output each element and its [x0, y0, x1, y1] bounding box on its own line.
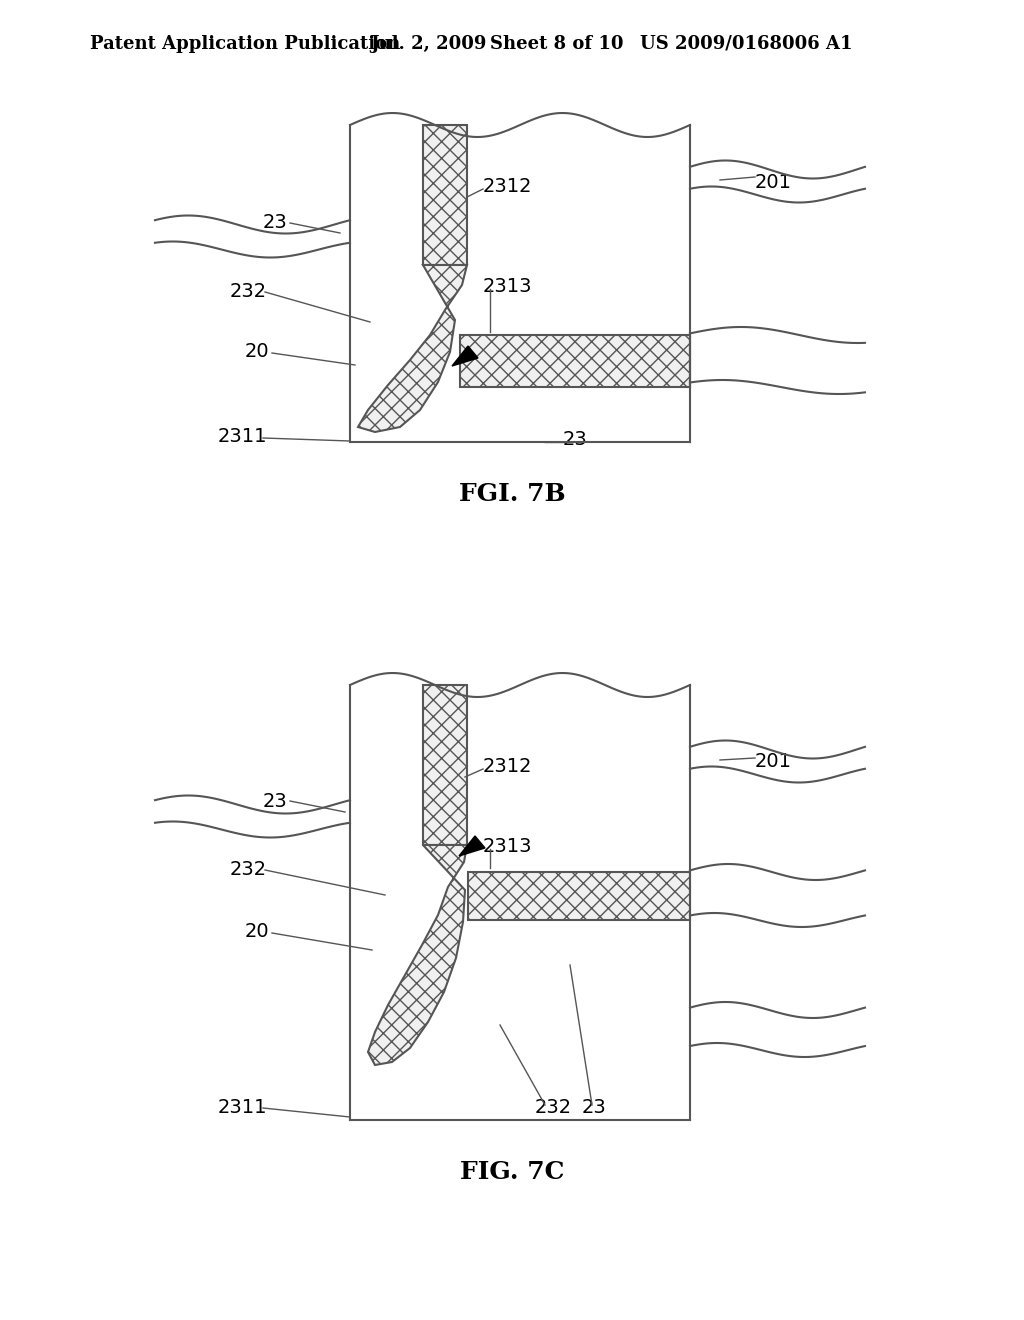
Text: 23: 23: [263, 792, 288, 810]
Text: Sheet 8 of 10: Sheet 8 of 10: [490, 36, 624, 53]
Text: 23: 23: [582, 1098, 607, 1117]
Text: 201: 201: [755, 173, 792, 191]
Polygon shape: [423, 685, 467, 845]
Text: Patent Application Publication: Patent Application Publication: [90, 36, 400, 53]
Text: 2312: 2312: [483, 756, 532, 776]
Text: 232: 232: [230, 282, 267, 301]
Text: 201: 201: [755, 752, 792, 771]
Polygon shape: [368, 845, 467, 1065]
Polygon shape: [468, 873, 690, 920]
Text: 2312: 2312: [483, 177, 532, 195]
Text: FGI. 7B: FGI. 7B: [459, 482, 565, 506]
Text: 20: 20: [245, 342, 269, 360]
Text: 23: 23: [263, 213, 288, 232]
Text: 2311: 2311: [218, 426, 267, 446]
Text: US 2009/0168006 A1: US 2009/0168006 A1: [640, 36, 853, 53]
Text: Jul. 2, 2009: Jul. 2, 2009: [370, 36, 486, 53]
Text: FIG. 7C: FIG. 7C: [460, 1160, 564, 1184]
Text: 2311: 2311: [218, 1098, 267, 1117]
Polygon shape: [350, 685, 690, 1119]
Polygon shape: [459, 836, 485, 855]
Text: 20: 20: [245, 921, 269, 941]
Polygon shape: [358, 265, 467, 432]
Polygon shape: [350, 125, 690, 442]
Polygon shape: [452, 346, 478, 366]
Text: 23: 23: [563, 430, 588, 449]
Text: 232: 232: [230, 861, 267, 879]
Polygon shape: [423, 125, 467, 265]
Text: 232: 232: [535, 1098, 572, 1117]
Text: 2313: 2313: [483, 837, 532, 855]
Polygon shape: [460, 335, 690, 387]
Text: 2313: 2313: [483, 277, 532, 296]
